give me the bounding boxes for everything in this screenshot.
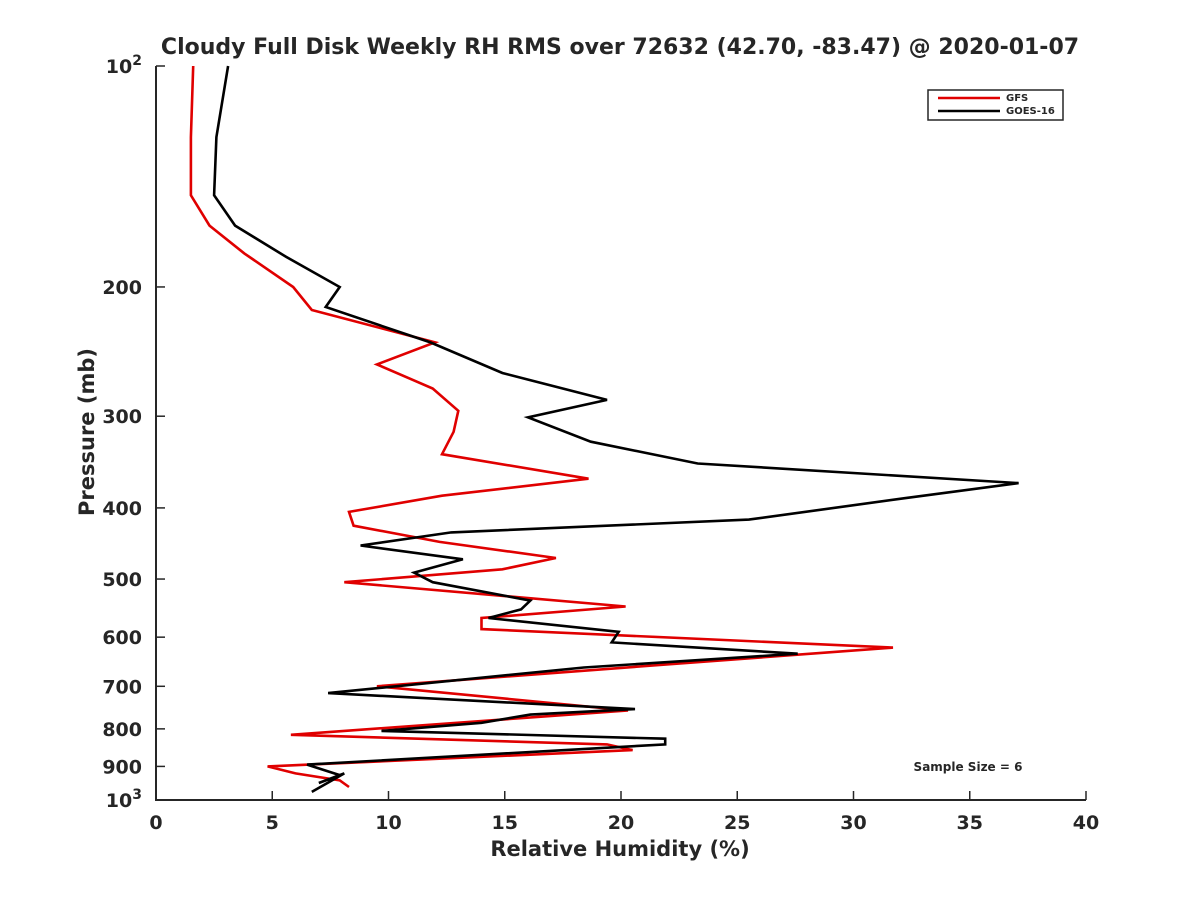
legend-box <box>927 89 1064 121</box>
x-tick-label: 20 <box>608 812 634 834</box>
ticks-layer: 0 5 10 15 20 25 30 35 40 102 200 300 400 500 600 700 800… <box>102 53 1099 834</box>
y-tick-label: 400 <box>102 498 142 520</box>
y-tick-label: 900 <box>102 756 142 778</box>
x-tick-label: 35 <box>957 812 983 834</box>
x-tick-label: 30 <box>840 812 866 834</box>
legend: GFS GOES-16 <box>927 89 1064 121</box>
series-layer <box>189 65 1019 794</box>
x-tick-label: 40 <box>1073 812 1099 834</box>
x-tick-label: 15 <box>492 812 518 834</box>
y-tick-label: 800 <box>102 719 142 741</box>
y-tick-label: 300 <box>102 406 142 428</box>
y-tick-label: 700 <box>102 676 142 698</box>
y-tick-label: 600 <box>102 627 142 649</box>
x-tick-label: 25 <box>724 812 750 834</box>
y-tick-label: 200 <box>102 277 142 299</box>
legend-label-gfs: GFS <box>1006 93 1028 104</box>
legend-label-goes-16: GOES-16 <box>1006 106 1055 117</box>
y-tick-label: 500 <box>102 569 142 591</box>
y-axis-label: Pressure (mb) <box>75 348 99 516</box>
x-tick-label: 10 <box>375 812 401 834</box>
y-tick-label: 102 <box>106 53 142 78</box>
x-tick-label: 0 <box>149 812 162 834</box>
x-axis-label: Relative Humidity (%) <box>490 837 749 861</box>
sample-size-annotation: Sample Size = 6 <box>914 760 1023 774</box>
series-line-goes-16 <box>212 65 1019 794</box>
y-tick-label: 103 <box>106 787 142 812</box>
chart-title: Cloudy Full Disk Weekly RH RMS over 7263… <box>161 35 1079 60</box>
series-line-gfs <box>189 65 894 789</box>
x-tick-label: 5 <box>266 812 279 834</box>
